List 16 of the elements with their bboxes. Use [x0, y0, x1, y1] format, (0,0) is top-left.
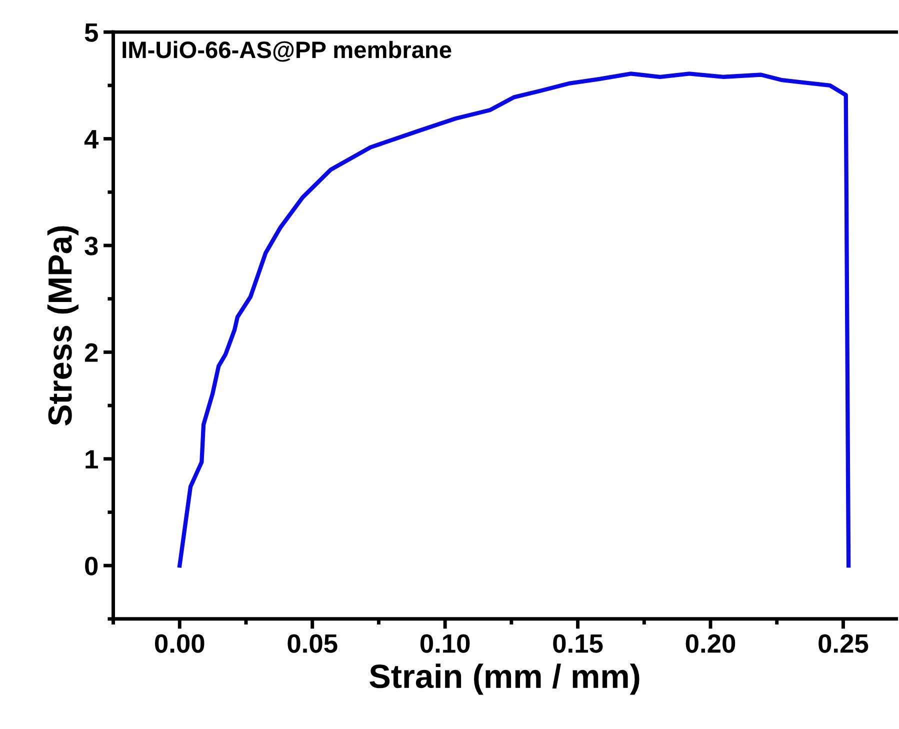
y-tick-label: 2	[84, 343, 98, 362]
x-tick-label: 0.00	[155, 634, 204, 653]
x-tick-label: 0.10	[420, 634, 470, 653]
annotation: IM-UiO-66-AS@PP membrane	[122, 40, 452, 62]
y-axis-title: Stress (MPa)	[47, 226, 78, 426]
y-tick-label: 4	[84, 130, 99, 148]
x-axis-title: Strain (mm / mm)	[370, 664, 640, 695]
y-tick-label: 5	[84, 23, 98, 42]
y-tick-label: 3	[84, 236, 98, 256]
x-tick-label: 0.25	[818, 634, 868, 653]
x-tick-label: 0.05	[288, 634, 338, 653]
line-series	[178, 72, 851, 568]
x-tick-label: 0.20	[686, 634, 736, 653]
y-tick-label: 0	[85, 556, 98, 576]
x-tick-label: 0.15	[553, 634, 603, 653]
y-tick-label: 1	[86, 450, 98, 468]
